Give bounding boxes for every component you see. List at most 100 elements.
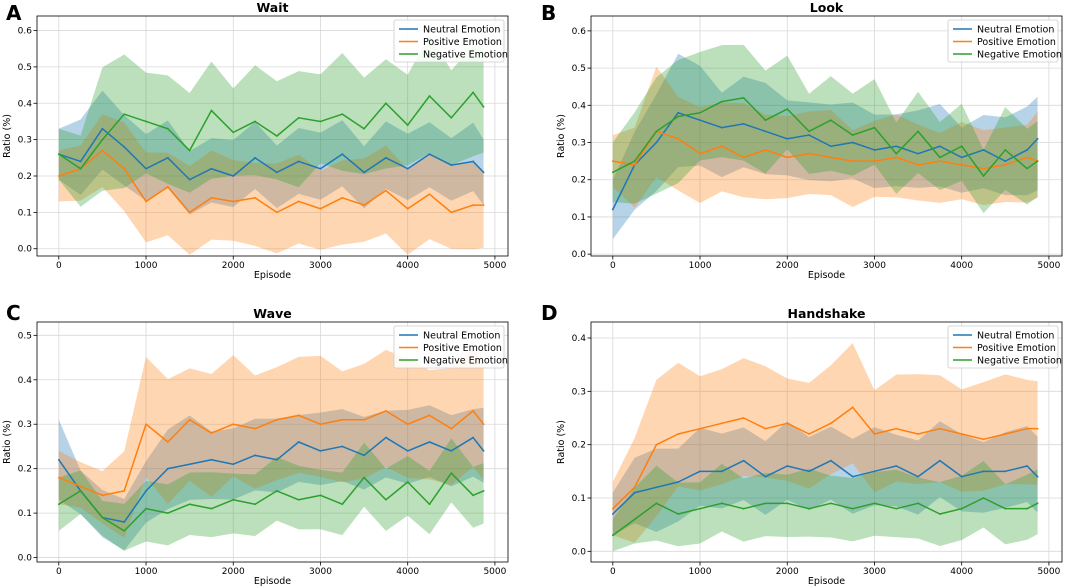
legend-entry: Positive Emotion (423, 343, 502, 354)
data-point (851, 134, 854, 136)
data-point (482, 423, 485, 426)
legend-entry: Negative Emotion (977, 355, 1062, 366)
y-tick-label: 0.4 (18, 99, 33, 109)
x-tick-label: 4000 (396, 567, 419, 577)
data-point (232, 463, 235, 466)
data-point (677, 137, 680, 140)
data-point (232, 131, 235, 134)
data-point (450, 211, 453, 214)
data-point (341, 196, 344, 199)
x-axis-label: Episode (254, 270, 291, 281)
data-point (611, 171, 614, 174)
data-point (938, 145, 941, 148)
x-tick-label: 4000 (950, 567, 973, 577)
data-point (297, 116, 300, 119)
data-point (982, 470, 985, 473)
data-point (982, 175, 985, 177)
data-point (917, 130, 919, 133)
data-point (1004, 507, 1007, 510)
data-point (633, 160, 636, 163)
data-point (1036, 160, 1039, 163)
legend-box (393, 325, 505, 369)
x-tick-label: 2000 (776, 261, 799, 271)
chart-panel-b: B Look 0 1000 2000 3000 4000 5000 0.0 0.1 0.2 0.3 0.… (541, 0, 1063, 281)
data-point (655, 141, 658, 144)
data-point (166, 512, 169, 515)
x-tick-label: 0 (610, 261, 616, 271)
data-point (472, 160, 475, 163)
data-point (341, 445, 344, 448)
grid (37, 322, 508, 562)
panel-letter: C (6, 301, 21, 325)
confidence-band-positive-emotion (58, 349, 484, 538)
confidence-band-neutral-emotion (612, 421, 1038, 536)
legend-entry: Negative Emotion (977, 49, 1062, 60)
x-tick-label: 0 (610, 567, 616, 577)
y-tick-label: 0.2 (18, 465, 32, 475)
data-point (472, 494, 475, 497)
data-point (895, 427, 898, 430)
data-point (188, 503, 191, 506)
data-point (699, 427, 701, 430)
y-tick-label: 0.1 (18, 208, 32, 218)
data-point (655, 443, 658, 446)
plot-area (611, 44, 1039, 240)
data-point (655, 130, 658, 133)
data-point (611, 513, 614, 515)
data-point (808, 130, 810, 133)
data-point (232, 423, 235, 426)
data-point (786, 137, 789, 140)
data-point (79, 485, 82, 488)
chart-title: Wave (253, 306, 291, 321)
legend-entry: Neutral Emotion (977, 330, 1054, 341)
data-point (917, 433, 919, 435)
legend: Neutral Emotion Positive EmotionNegative … (947, 325, 1062, 369)
data-point (363, 204, 365, 206)
data-point (982, 438, 985, 441)
data-point (655, 486, 658, 489)
data-point (57, 175, 60, 177)
data-point (57, 476, 60, 479)
data-point (428, 414, 431, 417)
data-point (254, 503, 256, 506)
data-point (982, 167, 985, 170)
legend-box (393, 19, 505, 63)
axes-frame (36, 15, 509, 257)
data-point (982, 497, 985, 499)
data-point (699, 152, 701, 155)
x-tick-label: 0 (56, 261, 62, 271)
data-point (450, 427, 453, 430)
data-point (699, 119, 701, 122)
y-tick-label: 0.6 (572, 27, 587, 37)
y-tick-label: 0.4 (572, 334, 587, 344)
data-point (57, 153, 60, 156)
x-axis-label: Episode (254, 576, 291, 587)
data-point (938, 427, 941, 430)
data-point (297, 200, 300, 203)
data-point (633, 486, 636, 489)
data-point (101, 494, 104, 497)
data-point (472, 91, 475, 94)
data-point (319, 120, 322, 123)
y-tick-label: 0.1 (572, 494, 586, 504)
confidence-band-positive-emotion (58, 114, 484, 255)
data-point (166, 467, 169, 470)
data-point (938, 160, 941, 163)
data-point (319, 423, 322, 426)
data-point (786, 156, 789, 159)
data-point (895, 465, 898, 467)
data-point (254, 120, 256, 123)
data-point (123, 521, 126, 523)
legend: Neutral Emotion Positive EmotionNegative … (393, 325, 508, 369)
y-tick-label: 0.0 (572, 547, 587, 557)
confidence-band-positive-emotion (612, 343, 1038, 543)
data-point (1004, 160, 1007, 163)
data-point (79, 167, 82, 170)
data-point (123, 113, 126, 116)
data-point (188, 211, 191, 214)
y-tick-label: 0.1 (572, 213, 586, 223)
data-point (742, 96, 745, 99)
x-tick-label: 5000 (483, 567, 506, 577)
data-point (384, 102, 387, 105)
data-point (764, 502, 767, 505)
